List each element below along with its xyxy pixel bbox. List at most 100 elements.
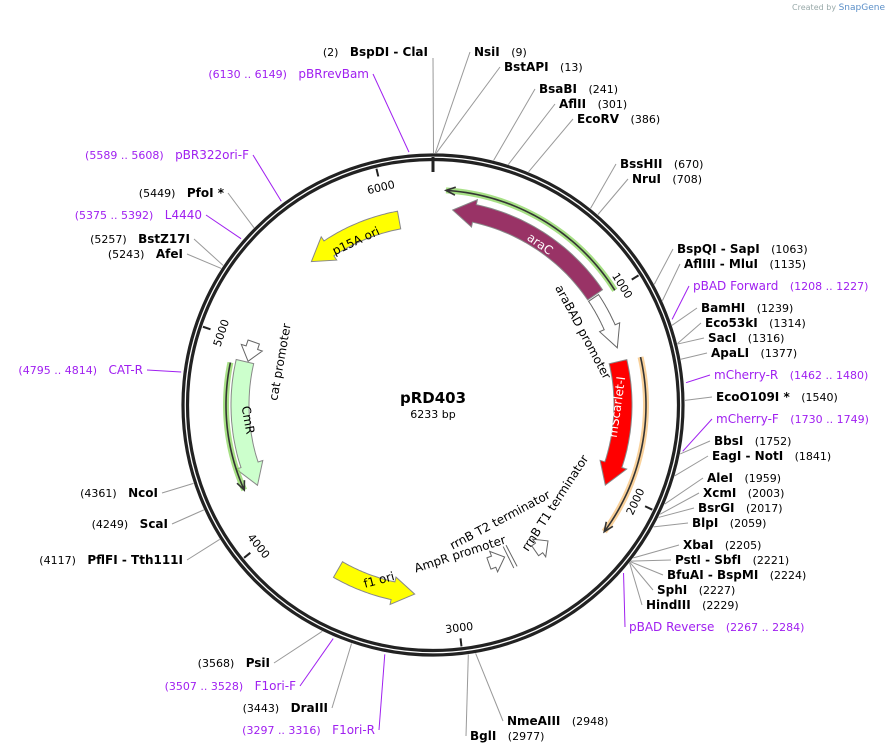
enzyme-ncoi[interactable]: (4361) NcoI (80, 486, 158, 500)
enzyme-bfuai-bspmi[interactable]: BfuAI - BspMI (2224) (667, 568, 806, 582)
enzyme-bsabi[interactable]: BsaBI (241) (539, 82, 618, 96)
enzyme-sphi[interactable]: SphI (2227) (657, 583, 735, 597)
bbsi-leader (680, 440, 711, 455)
site-labels: (2) BspDI - ClaI NsiI (9)BstAPI (13) BsaBI… (18, 45, 868, 743)
site-name: NcoI (128, 486, 158, 500)
aflii-leader (507, 103, 556, 165)
enzyme-scai[interactable]: (4249) ScaI (92, 517, 168, 531)
rrnb-t1-terminator-arrow[interactable] (530, 538, 549, 559)
primer-f1ori-f[interactable]: (3507 .. 3528) F1ori-F (165, 679, 296, 693)
site-name: AflIII - MluI (684, 257, 758, 271)
enzyme-alei[interactable]: AleI (1959) (707, 471, 781, 485)
enzyme-ecorv[interactable]: EcoRV (386) (577, 112, 660, 126)
bsshii-leader (590, 163, 617, 209)
arabad-promoter-arrow[interactable] (587, 293, 621, 349)
pbad-reverse-leader (623, 572, 626, 628)
enzyme-xcmi[interactable]: XcmI (2003) (703, 486, 784, 500)
site-position: (1959) (744, 472, 781, 485)
enzyme-nmeaiii[interactable]: NmeAIII (2948) (507, 714, 608, 728)
mcherry-r-leader (685, 374, 711, 384)
site-name: PstI - SbfI (675, 553, 741, 567)
enzyme-pfoi[interactable]: (5449) PfoI * (139, 186, 225, 200)
enzyme-hindiii[interactable]: HindIII (2229) (646, 598, 739, 612)
site-position: (3443) (243, 702, 280, 715)
enzyme-bspdi-clai[interactable]: (2) BspDI - ClaI (323, 45, 428, 59)
site-position: (3568) (198, 657, 235, 670)
site-position: (301) (598, 98, 628, 111)
primer-pbrrevbam[interactable]: (6130 .. 6149) pBRrevBam (208, 67, 369, 81)
ampr-promoter-arrow[interactable] (486, 550, 506, 574)
enzyme-bstz17i[interactable]: (5257) BstZ17I (90, 232, 190, 246)
enzyme-pflfi-tth111i[interactable]: (4117) PflFI - Tth111I (39, 553, 183, 567)
enzyme-xbai[interactable]: XbaI (2205) (683, 538, 761, 552)
primer-f1ori-r[interactable]: (3297 .. 3316) F1ori-R (242, 723, 375, 737)
saci-leader (677, 337, 705, 345)
site-name: pBAD Forward (693, 279, 778, 293)
cat-promoter-label: cat promoter (266, 322, 293, 401)
mcherry-f-leader (682, 418, 713, 452)
site-name: BstZ17I (138, 232, 190, 246)
enzyme-eagi-noti[interactable]: EagI - NotI (1841) (712, 449, 831, 463)
enzyme-bgli[interactable]: BglI (2977) (470, 729, 544, 743)
enzyme-draiii[interactable]: (3443) DraIII (243, 701, 328, 715)
alei-leader (664, 477, 704, 505)
bstapi-leader (435, 66, 501, 154)
enzyme-apali[interactable]: ApaLI (1377) (711, 346, 797, 360)
snapgene-logo: SnapGene (838, 3, 885, 13)
enzyme-nsii[interactable]: NsiI (9) (474, 45, 527, 59)
bfuai-bspmi-leader (630, 561, 664, 576)
f1-ori-arrow[interactable] (332, 561, 416, 606)
site-name: DraIII (291, 701, 328, 715)
p15a-ori-arrow[interactable] (310, 210, 402, 263)
plasmid-name: pRD403 (400, 389, 466, 407)
pbrrevbam-leader (372, 73, 410, 153)
enzyme-blpi[interactable]: BlpI (2059) (692, 516, 766, 530)
site-position: (670) (674, 158, 704, 171)
site-position: (4361) (80, 487, 117, 500)
site-name: pBAD Reverse (629, 620, 714, 634)
enzyme-saci[interactable]: SacI (1316) (708, 331, 784, 345)
site-name: HindIII (646, 598, 691, 612)
enzyme-afliii-mlui[interactable]: AflIII - MluI (1135) (684, 257, 806, 271)
enzyme-bsrgi[interactable]: BsrGI (2017) (698, 501, 783, 515)
primer-pbr322ori-f[interactable]: (5589 .. 5608) pBR322ori-F (85, 148, 249, 162)
blpi-leader (653, 522, 689, 528)
ecoo109i-leader (684, 396, 713, 401)
site-position: (1135) (769, 258, 806, 271)
primer-pbad-forward[interactable]: pBAD Forward (1208 .. 1227) (693, 279, 868, 293)
arac-arrow[interactable] (451, 198, 604, 301)
enzyme-bsshii[interactable]: BssHII (670) (620, 157, 703, 171)
nsii-leader (434, 51, 471, 154)
enzyme-psti-sbfi[interactable]: PstI - SbfI (2221) (675, 553, 789, 567)
enzyme-eco53ki[interactable]: Eco53kI (1314) (705, 316, 806, 330)
enzyme-bspqi-sapi[interactable]: BspQI - SapI (1063) (677, 242, 808, 256)
cat-promoter-arrow[interactable] (240, 339, 264, 363)
enzyme-nrui[interactable]: NruI (708) (632, 172, 702, 186)
primer-cat-r[interactable]: (4795 .. 4814) CAT-R (18, 363, 143, 377)
site-position: (2977) (508, 730, 545, 743)
enzyme-psii[interactable]: (3568) PsiI (198, 656, 270, 670)
enzyme-bamhi[interactable]: BamHI (1239) (701, 301, 793, 315)
mscarlet-line (603, 356, 647, 533)
primer-mcherry-r[interactable]: mCherry-R (1462 .. 1480) (714, 368, 868, 382)
enzyme-bbsi[interactable]: BbsI (1752) (714, 434, 791, 448)
site-name: NruI (632, 172, 661, 186)
primer-l4440[interactable]: (5375 .. 5392) L4440 (75, 208, 202, 222)
site-position: (1841) (795, 450, 832, 463)
site-position: (1540) (801, 391, 838, 404)
enzyme-ecoo109i[interactable]: EcoO109I * (1540) (716, 390, 838, 404)
site-position: (5257) (90, 233, 127, 246)
rrnb-t2-terminator (502, 544, 518, 569)
enzyme-aflii[interactable]: AflII (301) (559, 97, 627, 111)
site-name: PflFI - Tth111I (87, 553, 183, 567)
primer-pbad-reverse[interactable]: pBAD Reverse (2267 .. 2284) (629, 620, 804, 634)
site-position: (2017) (746, 502, 783, 515)
enzyme-bstapi[interactable]: BstAPI (13) (504, 60, 583, 74)
mscarlet-i-arrow[interactable] (599, 358, 633, 486)
scai-leader (171, 509, 205, 525)
site-position: (2221) (753, 554, 790, 567)
enzyme-afei[interactable]: (5243) AfeI (108, 247, 183, 261)
primer-mcherry-f[interactable]: mCherry-F (1730 .. 1749) (716, 412, 869, 426)
cmr-arrow[interactable] (230, 358, 264, 487)
site-position: (1314) (769, 317, 806, 330)
